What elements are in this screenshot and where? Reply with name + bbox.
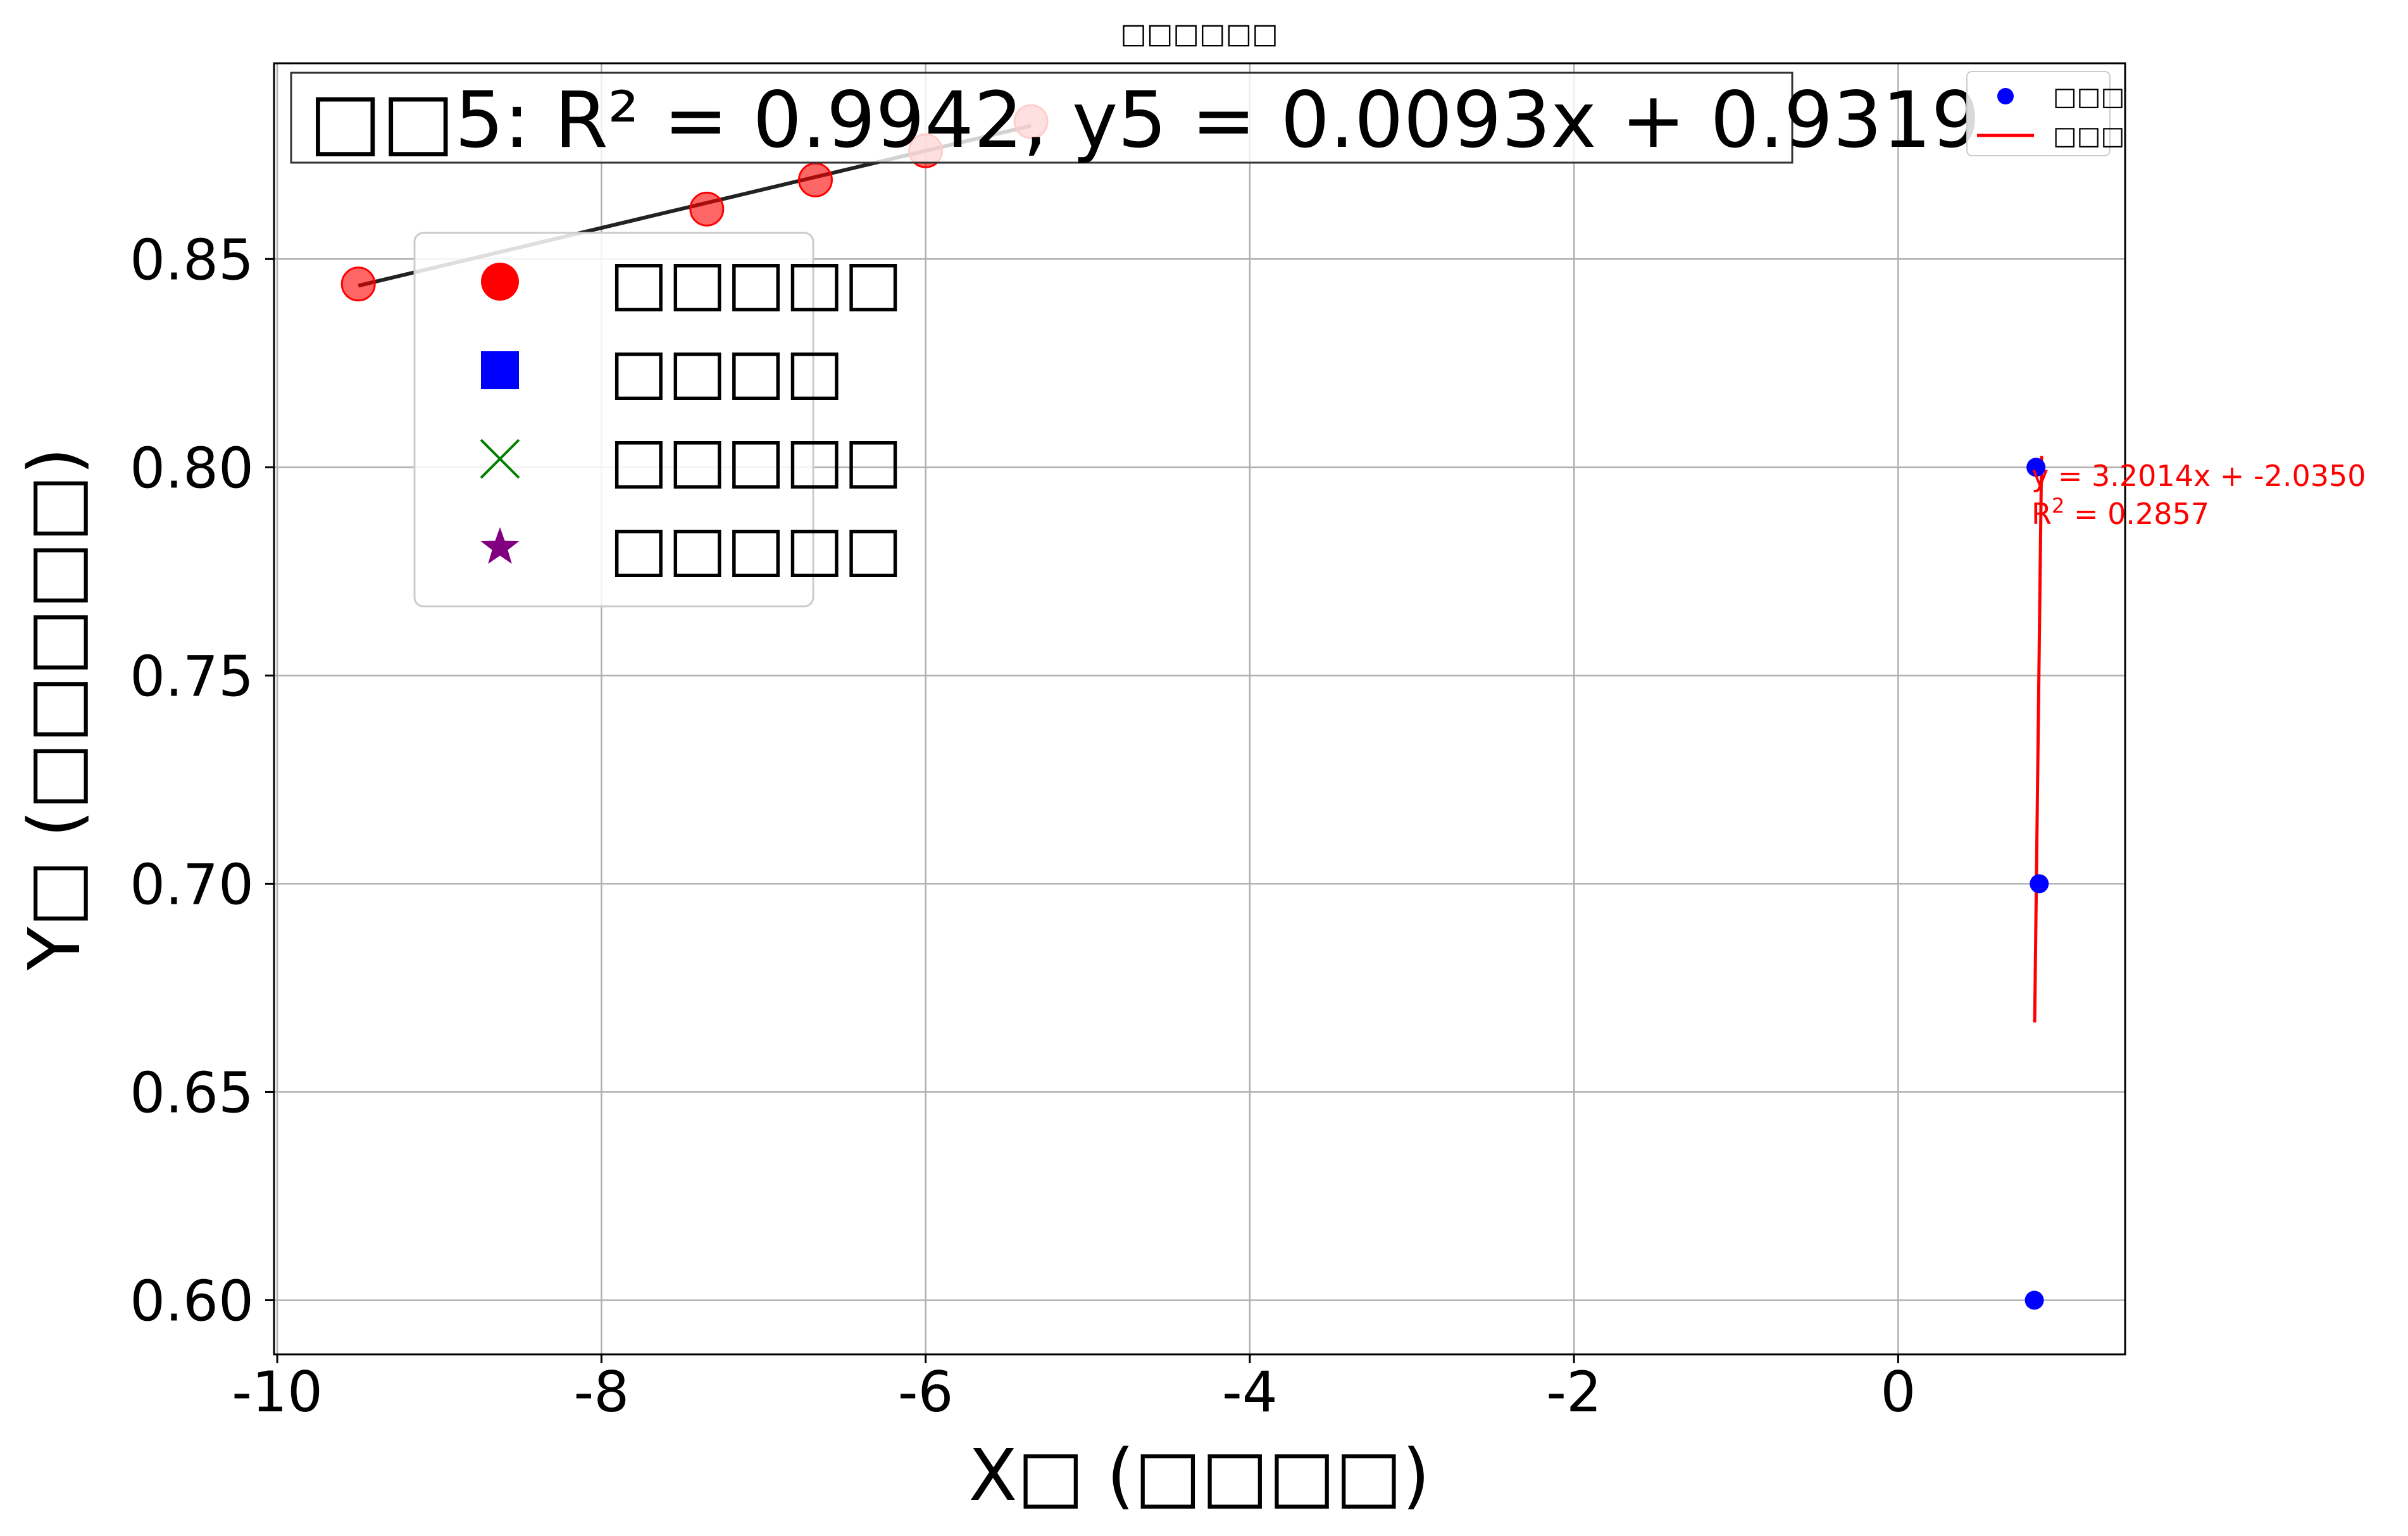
red-data-point	[340, 266, 376, 302]
y-tick-label: 0.70	[130, 852, 254, 917]
main-legend-box	[413, 232, 814, 608]
x-tick-label: 0	[1880, 1359, 1916, 1425]
red-fit-equation: y = 3.2014x + -2.0350	[2031, 459, 2366, 493]
y-tick-label: 0.75	[130, 644, 254, 709]
small-legend: □□□ □□□	[1977, 82, 2124, 151]
x-tick-label: -6	[898, 1359, 954, 1425]
x-tick-label: -10	[232, 1359, 323, 1425]
blue-data-point	[2030, 874, 2049, 894]
equation-box-text: □□5: R² = 0.9942, y5 = 0.0093x + 0.9319	[309, 75, 1980, 165]
blue-data-point	[2024, 1290, 2044, 1310]
red-fit-line	[2033, 456, 2043, 1023]
red-fit-r2: R2 = 0.2857	[2031, 494, 2209, 531]
red-data-point	[689, 191, 725, 227]
equation-box	[290, 72, 1794, 164]
red-data-point	[797, 162, 833, 197]
legend-circle-marker	[481, 263, 519, 301]
blue-data-point	[2026, 458, 2046, 477]
small-legend-label: □□□	[2053, 122, 2124, 151]
small-legend-circle-marker	[1997, 88, 2014, 104]
y-tick-label: 0.85	[130, 227, 254, 292]
y-tick-label: 0.80	[130, 435, 254, 501]
x-axis-label: X□ (□□□□)	[969, 1435, 1430, 1517]
red-r2-prefix: R	[2031, 497, 2052, 531]
legend-star-marker	[480, 527, 520, 564]
main-legend: □□□□□□□□□□□□□□□□□□□	[480, 247, 902, 585]
legend-x-marker	[480, 439, 520, 479]
legend-label: □□□□	[609, 335, 844, 408]
red-r2-value: = 0.2857	[2064, 497, 2209, 531]
y-tick-label: 0.60	[130, 1268, 254, 1333]
small-legend-label: □□□	[2053, 82, 2124, 111]
x-tick-label: -4	[1222, 1359, 1278, 1425]
y-tick-label: 0.65	[130, 1060, 254, 1125]
legend-label: □□□□□	[609, 247, 902, 319]
x-tick-label: -2	[1546, 1359, 1602, 1425]
y-axis-label: Y□ (□□□□□)	[14, 447, 96, 971]
legend-label: □□□□□	[609, 424, 902, 496]
legend-square-marker	[481, 351, 519, 389]
axis-ticks: -10 -8 -6 -4 -2 0 0.60 0.65 0.70 0.75 0.80 0.85	[130, 227, 1916, 1425]
chart-title: □□□□□□	[1120, 18, 1278, 50]
x-tick-label: -8	[574, 1359, 630, 1425]
red-r2-superscript: 2	[2052, 494, 2064, 518]
legend-label: □□□□□	[609, 513, 902, 585]
plot-frame	[273, 62, 2126, 1356]
